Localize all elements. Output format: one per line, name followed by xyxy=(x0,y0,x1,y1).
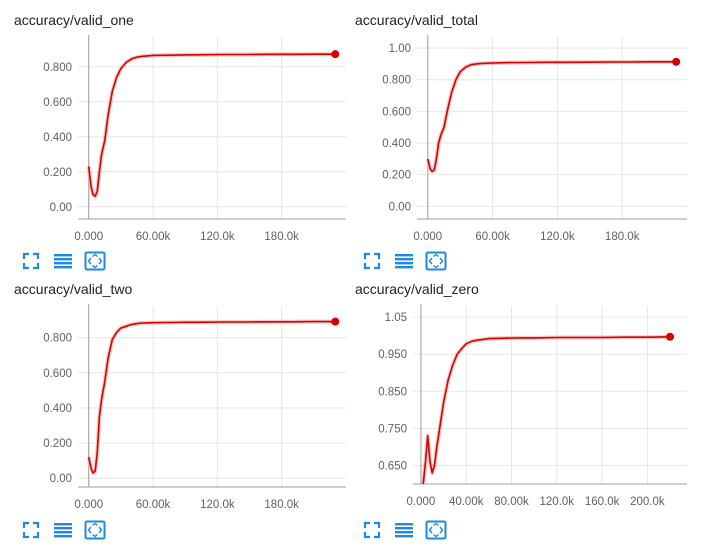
expand-chart-icon[interactable] xyxy=(425,250,447,272)
y-tick-label: 0.800 xyxy=(43,333,72,345)
y-tick-label: 1.00 xyxy=(389,43,411,55)
series-end-marker xyxy=(666,332,675,341)
series-raw-line xyxy=(421,334,671,485)
series-end-marker xyxy=(672,57,681,66)
series-raw-line xyxy=(86,52,336,199)
y-tick-label: 0.600 xyxy=(43,97,72,109)
chart-title: accuracy/valid_total xyxy=(355,12,478,28)
y-tick-label: 0.200 xyxy=(43,167,72,179)
x-tick-label: 120.0k xyxy=(200,499,235,511)
y-tick-label: 0.00 xyxy=(389,201,411,213)
y-tick-label: 0.600 xyxy=(382,106,411,118)
expand-chart-icon[interactable] xyxy=(84,250,106,272)
series-end-marker xyxy=(331,317,340,326)
y-tick-label: 0.600 xyxy=(43,368,72,380)
x-tick-label: 0.000 xyxy=(413,231,442,243)
y-tick-label: 0.00 xyxy=(50,202,72,214)
y-tick-label: 0.950 xyxy=(378,349,407,361)
x-tick-label: 40.00k xyxy=(449,496,484,508)
y-tick-label: 0.800 xyxy=(382,75,411,87)
line-chart[interactable]: 0.00 0.200 0.400 0.600 0.800 0.000 60.00k 120.0… xyxy=(14,281,364,521)
x-tick-label: 0.000 xyxy=(74,499,103,511)
toggle-log-scale-icon[interactable] xyxy=(52,250,74,272)
x-tick-label: 80.00k xyxy=(494,496,529,508)
x-tick-label: 180.0k xyxy=(605,231,640,243)
fit-domain-icon[interactable] xyxy=(361,519,383,541)
chart-toolbar xyxy=(14,250,134,272)
x-tick-label: 120.0k xyxy=(540,231,575,243)
fit-domain-icon[interactable] xyxy=(20,519,42,541)
series-line xyxy=(87,320,336,474)
series-raw-line xyxy=(86,319,336,475)
chart-title: accuracy/valid_zero xyxy=(355,281,479,297)
x-tick-label: 0.000 xyxy=(74,231,103,243)
fit-domain-icon[interactable] xyxy=(361,250,383,272)
x-tick-label: 180.0k xyxy=(264,231,299,243)
x-tick-label: 200.0k xyxy=(630,496,665,508)
y-tick-label: 0.400 xyxy=(382,138,411,150)
x-tick-label: 0.000 xyxy=(407,496,436,508)
series-end-marker xyxy=(331,50,340,59)
y-tick-label: 0.400 xyxy=(43,132,72,144)
chart-title: accuracy/valid_one xyxy=(14,12,134,28)
fit-domain-icon[interactable] xyxy=(20,250,42,272)
y-tick-label: 0.00 xyxy=(50,473,72,485)
x-tick-label: 160.0k xyxy=(585,496,620,508)
chart-card-valid-one: accuracy/valid_one 0.00 0.200 0.400 0.600 0.… xyxy=(14,12,364,282)
y-tick-label: 0.400 xyxy=(43,403,72,415)
x-tick-label: 60.00k xyxy=(136,231,171,243)
chart-card-valid-zero: accuracy/valid_zero 0.650 0.750 0.850 0.950… xyxy=(355,281,705,551)
series-line xyxy=(87,53,336,198)
x-tick-label: 120.0k xyxy=(200,231,235,243)
x-tick-label: 60.00k xyxy=(475,231,510,243)
chart-card-valid-two: accuracy/valid_two 0.00 0.200 0.400 0.600 0.… xyxy=(14,281,364,551)
series-line xyxy=(422,336,671,485)
series-raw-line xyxy=(425,59,677,174)
chart-toolbar xyxy=(355,519,475,541)
line-chart[interactable]: 0.00 0.200 0.400 0.600 0.800 1.00 0.000 60.00k 1… xyxy=(355,12,705,252)
chart-card-valid-total: accuracy/valid_total 0.00 0.200 0.400 0.600… xyxy=(355,12,705,282)
y-tick-label: 0.850 xyxy=(378,386,407,398)
y-tick-label: 0.200 xyxy=(382,170,411,182)
x-tick-label: 180.0k xyxy=(264,499,299,511)
chart-toolbar xyxy=(14,519,134,541)
toggle-log-scale-icon[interactable] xyxy=(393,250,415,272)
expand-chart-icon[interactable] xyxy=(84,519,106,541)
toggle-log-scale-icon[interactable] xyxy=(52,519,74,541)
y-tick-label: 0.750 xyxy=(378,423,407,435)
expand-chart-icon[interactable] xyxy=(425,519,447,541)
x-tick-label: 120.0k xyxy=(540,496,575,508)
line-chart[interactable]: 0.650 0.750 0.850 0.950 1.05 0.000 40.00k 80.00… xyxy=(355,281,705,521)
series-line xyxy=(427,61,677,173)
y-tick-label: 0.800 xyxy=(43,62,72,74)
toggle-log-scale-icon[interactable] xyxy=(393,519,415,541)
y-tick-label: 0.650 xyxy=(378,460,407,472)
x-tick-label: 60.00k xyxy=(136,499,171,511)
line-chart[interactable]: 0.00 0.200 0.400 0.600 0.800 0.000 60.00k 120.0… xyxy=(14,12,364,252)
y-tick-label: 0.200 xyxy=(43,438,72,450)
y-tick-label: 1.05 xyxy=(385,312,407,324)
chart-title: accuracy/valid_two xyxy=(14,281,133,297)
chart-toolbar xyxy=(355,250,475,272)
